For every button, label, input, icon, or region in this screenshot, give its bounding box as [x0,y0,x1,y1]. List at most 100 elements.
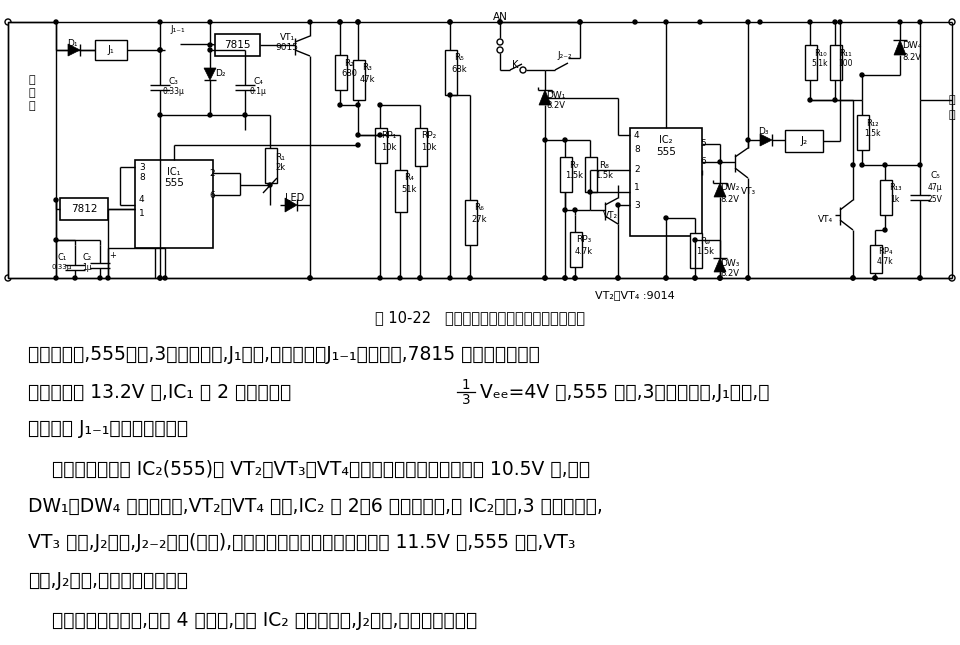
Bar [570,232,582,267]
Circle shape [693,276,697,280]
Text: LED: LED [285,193,304,203]
Text: 10k: 10k [421,143,437,152]
Text: C₂: C₂ [83,253,91,263]
Text: C₄: C₄ [253,77,263,86]
Circle shape [308,276,312,280]
Text: DW₃: DW₃ [720,259,740,268]
Circle shape [418,276,422,280]
Circle shape [308,20,312,24]
Polygon shape [760,134,772,146]
Circle shape [873,276,877,280]
Circle shape [808,20,812,24]
Text: 4: 4 [139,195,145,204]
Bar [785,130,823,152]
Circle shape [158,48,162,52]
Text: Vₑₑ=4V 时,555 置位,3脚呈高电平,J₁释放,电: Vₑₑ=4V 时,555 置位,3脚呈高电平,J₁释放,电 [480,382,770,401]
Circle shape [918,276,922,280]
Text: RP₄: RP₄ [877,248,892,257]
Circle shape [54,198,58,202]
Circle shape [578,20,582,24]
Circle shape [838,20,842,24]
Text: 68k: 68k [451,66,467,75]
Text: R₇: R₇ [569,161,579,170]
Text: J₁₋₁: J₁₋₁ [171,26,185,34]
Circle shape [158,20,162,24]
Circle shape [73,276,77,280]
Circle shape [616,203,620,207]
Text: R₁₃: R₁₃ [889,183,901,192]
Circle shape [664,276,668,280]
Text: 1.5k: 1.5k [565,170,583,179]
Text: 0.33μ: 0.33μ [52,264,72,270]
Circle shape [851,163,855,167]
Text: DW₁: DW₁ [546,90,565,99]
Circle shape [833,20,837,24]
Text: 680: 680 [341,70,357,79]
Text: 100: 100 [838,59,852,68]
Circle shape [718,276,722,280]
Text: J₂₋₂: J₂₋₂ [558,50,572,59]
Text: R₆: R₆ [474,204,484,212]
Circle shape [468,276,472,280]
Circle shape [563,276,567,280]
Text: R₁₁: R₁₁ [839,48,852,57]
Text: VT₂: VT₂ [603,210,617,219]
Polygon shape [539,90,551,105]
Circle shape [563,138,567,142]
Circle shape [338,103,342,107]
Text: 25V: 25V [927,195,943,204]
Text: J₁: J₁ [108,45,114,55]
Circle shape [448,276,452,280]
Text: VT₁: VT₁ [279,32,295,41]
Text: K: K [512,60,518,70]
Circle shape [448,20,452,24]
Text: 图 10-22   有稳压充电回路的蓄电池保护器电路: 图 10-22 有稳压充电回路的蓄电池保护器电路 [375,310,585,326]
Text: C₁: C₁ [58,253,66,263]
Text: 1.5k: 1.5k [595,170,613,179]
Circle shape [338,20,342,24]
Circle shape [718,160,722,164]
Circle shape [98,276,102,280]
Circle shape [163,276,167,280]
Bar [690,233,702,268]
Bar [415,128,427,166]
Text: RP₃: RP₃ [576,235,591,244]
Text: VT₄: VT₄ [817,215,832,224]
Bar [60,198,108,220]
Text: 555: 555 [656,147,676,157]
Circle shape [543,276,547,280]
Circle shape [338,20,342,24]
Circle shape [573,276,577,280]
Circle shape [208,43,212,47]
Circle shape [851,276,855,280]
Circle shape [698,20,702,24]
Bar [805,45,817,80]
Text: 放电保护电路由 IC₂(555)和 VT₂、VT₃、VT₄等组成。当蓄电池电压降至 10.5V 时,由于: 放电保护电路由 IC₂(555)和 VT₂、VT₃、VT₄等组成。当蓄电池电压降… [28,459,590,479]
Polygon shape [68,44,80,56]
Circle shape [718,276,722,280]
Text: 47k: 47k [359,75,374,84]
Text: 9015: 9015 [276,43,299,52]
Circle shape [308,276,312,280]
Text: 5.1k: 5.1k [812,59,828,68]
Circle shape [208,20,212,24]
Text: 10k: 10k [381,143,396,152]
Circle shape [573,208,577,212]
Text: 2k: 2k [275,163,285,172]
Text: VT₃ 截止,J₂释放,J₂₋₂断开(向下),实现过放保护。当电池电压大于 11.5V 时,555 置位,VT₃: VT₃ 截止,J₂释放,J₂₋₂断开(向下),实现过放保护。当电池电压大于 11… [28,533,575,553]
Text: 51k: 51k [401,186,417,195]
Circle shape [54,20,58,24]
Circle shape [268,183,272,187]
Text: R₅: R₅ [454,54,464,63]
Text: 2: 2 [634,166,639,175]
Text: R₄: R₄ [404,174,414,183]
Text: 4.7k: 4.7k [575,246,593,255]
Text: 器: 器 [29,101,36,111]
Circle shape [664,276,668,280]
Circle shape [543,96,547,100]
Text: AN: AN [492,12,508,22]
Text: IC₂: IC₂ [660,135,673,145]
Text: C₅: C₅ [930,170,940,179]
Text: R₁: R₁ [276,152,285,161]
Text: 3: 3 [634,201,639,210]
